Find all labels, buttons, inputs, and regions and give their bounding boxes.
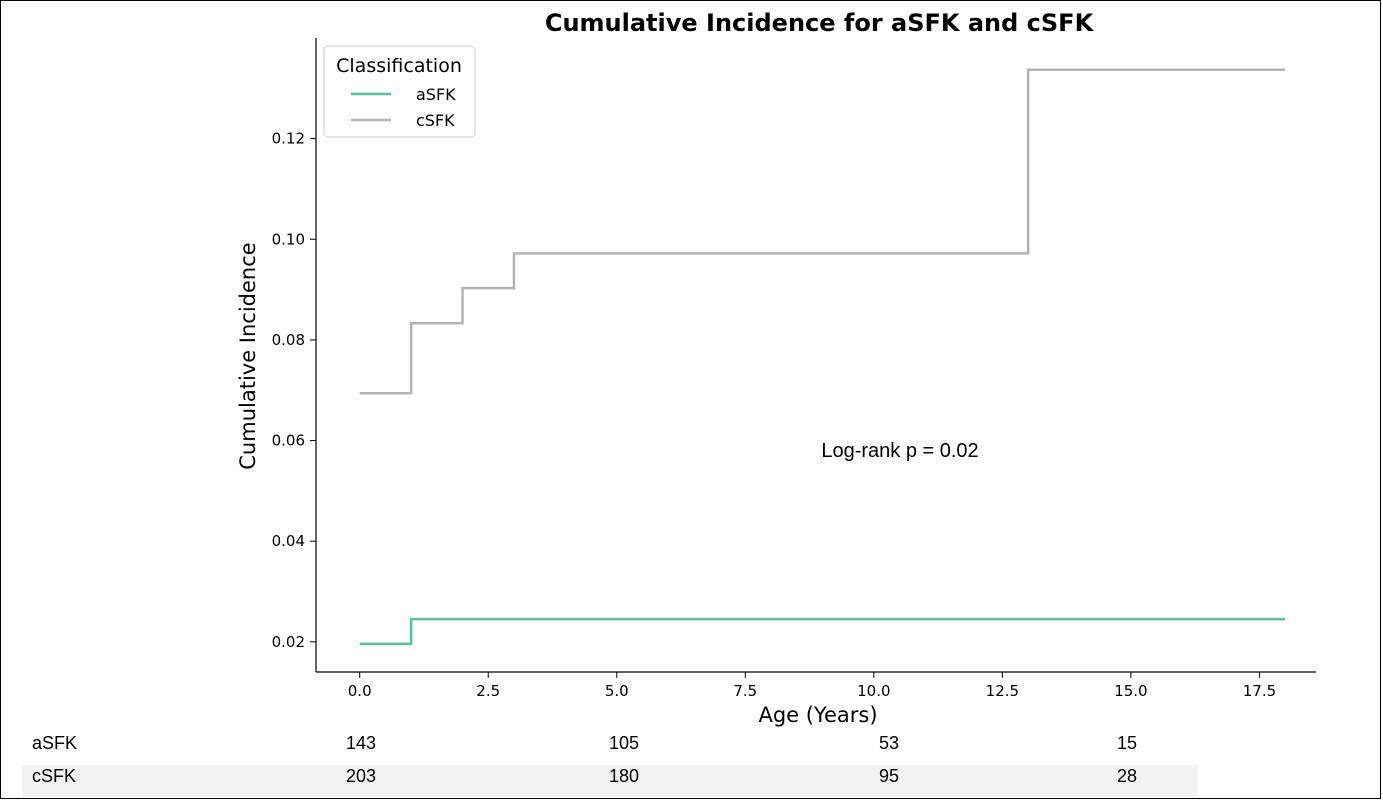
- y-axis-label: Cumulative Incidence: [236, 242, 260, 469]
- x-tick-label: 12.5: [986, 682, 1019, 700]
- risk-cell: 143: [345, 733, 377, 753]
- y-tick-label: 0.02: [272, 633, 305, 651]
- risk-cell: 203: [345, 766, 377, 786]
- risk-cell: 95: [878, 766, 900, 786]
- x-tick-label: 17.5: [1243, 682, 1276, 700]
- x-tick-label: 15.0: [1114, 682, 1147, 700]
- y-tick-label: 0.06: [272, 432, 305, 450]
- risk-cell: 15: [1116, 733, 1138, 753]
- risk-row-label: aSFK: [32, 733, 78, 753]
- y-tick-label: 0.08: [272, 331, 305, 349]
- risk-cell: 28: [1116, 766, 1138, 786]
- legend: Classification aSFK cSFK: [323, 45, 476, 138]
- x-tick-label: 10.0: [857, 682, 890, 700]
- series-line-aSFK: [359, 617, 1286, 646]
- legend-label-aSFK: aSFK: [416, 85, 456, 104]
- y-tick-label: 0.04: [272, 532, 305, 550]
- log-rank-annotation: Log-rank p = 0.02: [821, 440, 978, 462]
- x-tick-label: 2.5: [476, 682, 500, 700]
- legend-label-cSFK: cSFK: [416, 111, 455, 130]
- risk-row-label: cSFK: [32, 766, 77, 786]
- chart-title: Cumulative Incidence for aSFK and cSFK: [545, 9, 1095, 37]
- legend-box: [323, 45, 476, 138]
- y-tick-label: 0.10: [272, 230, 305, 248]
- x-tick-label: 5.0: [605, 682, 629, 700]
- legend-title: Classification: [336, 55, 462, 77]
- risk-cell: 180: [608, 766, 640, 786]
- x-axis-label: Age (Years): [758, 703, 877, 727]
- risk-cell: 105: [608, 733, 640, 753]
- risk-cell: 53: [878, 733, 900, 753]
- x-tick-label: 7.5: [733, 682, 757, 700]
- y-tick-label: 0.12: [272, 130, 305, 148]
- x-tick-label: 0.0: [348, 682, 372, 700]
- risk-table-row-highlight: [22, 765, 1198, 797]
- series-layer: [359, 68, 1286, 646]
- axes: 0.0 2.5 5.0 7.5 10.0 12.5 15.0 17.5 0.02 0.04 0.06…: [272, 38, 1316, 700]
- series-line-cSFK: [359, 68, 1286, 395]
